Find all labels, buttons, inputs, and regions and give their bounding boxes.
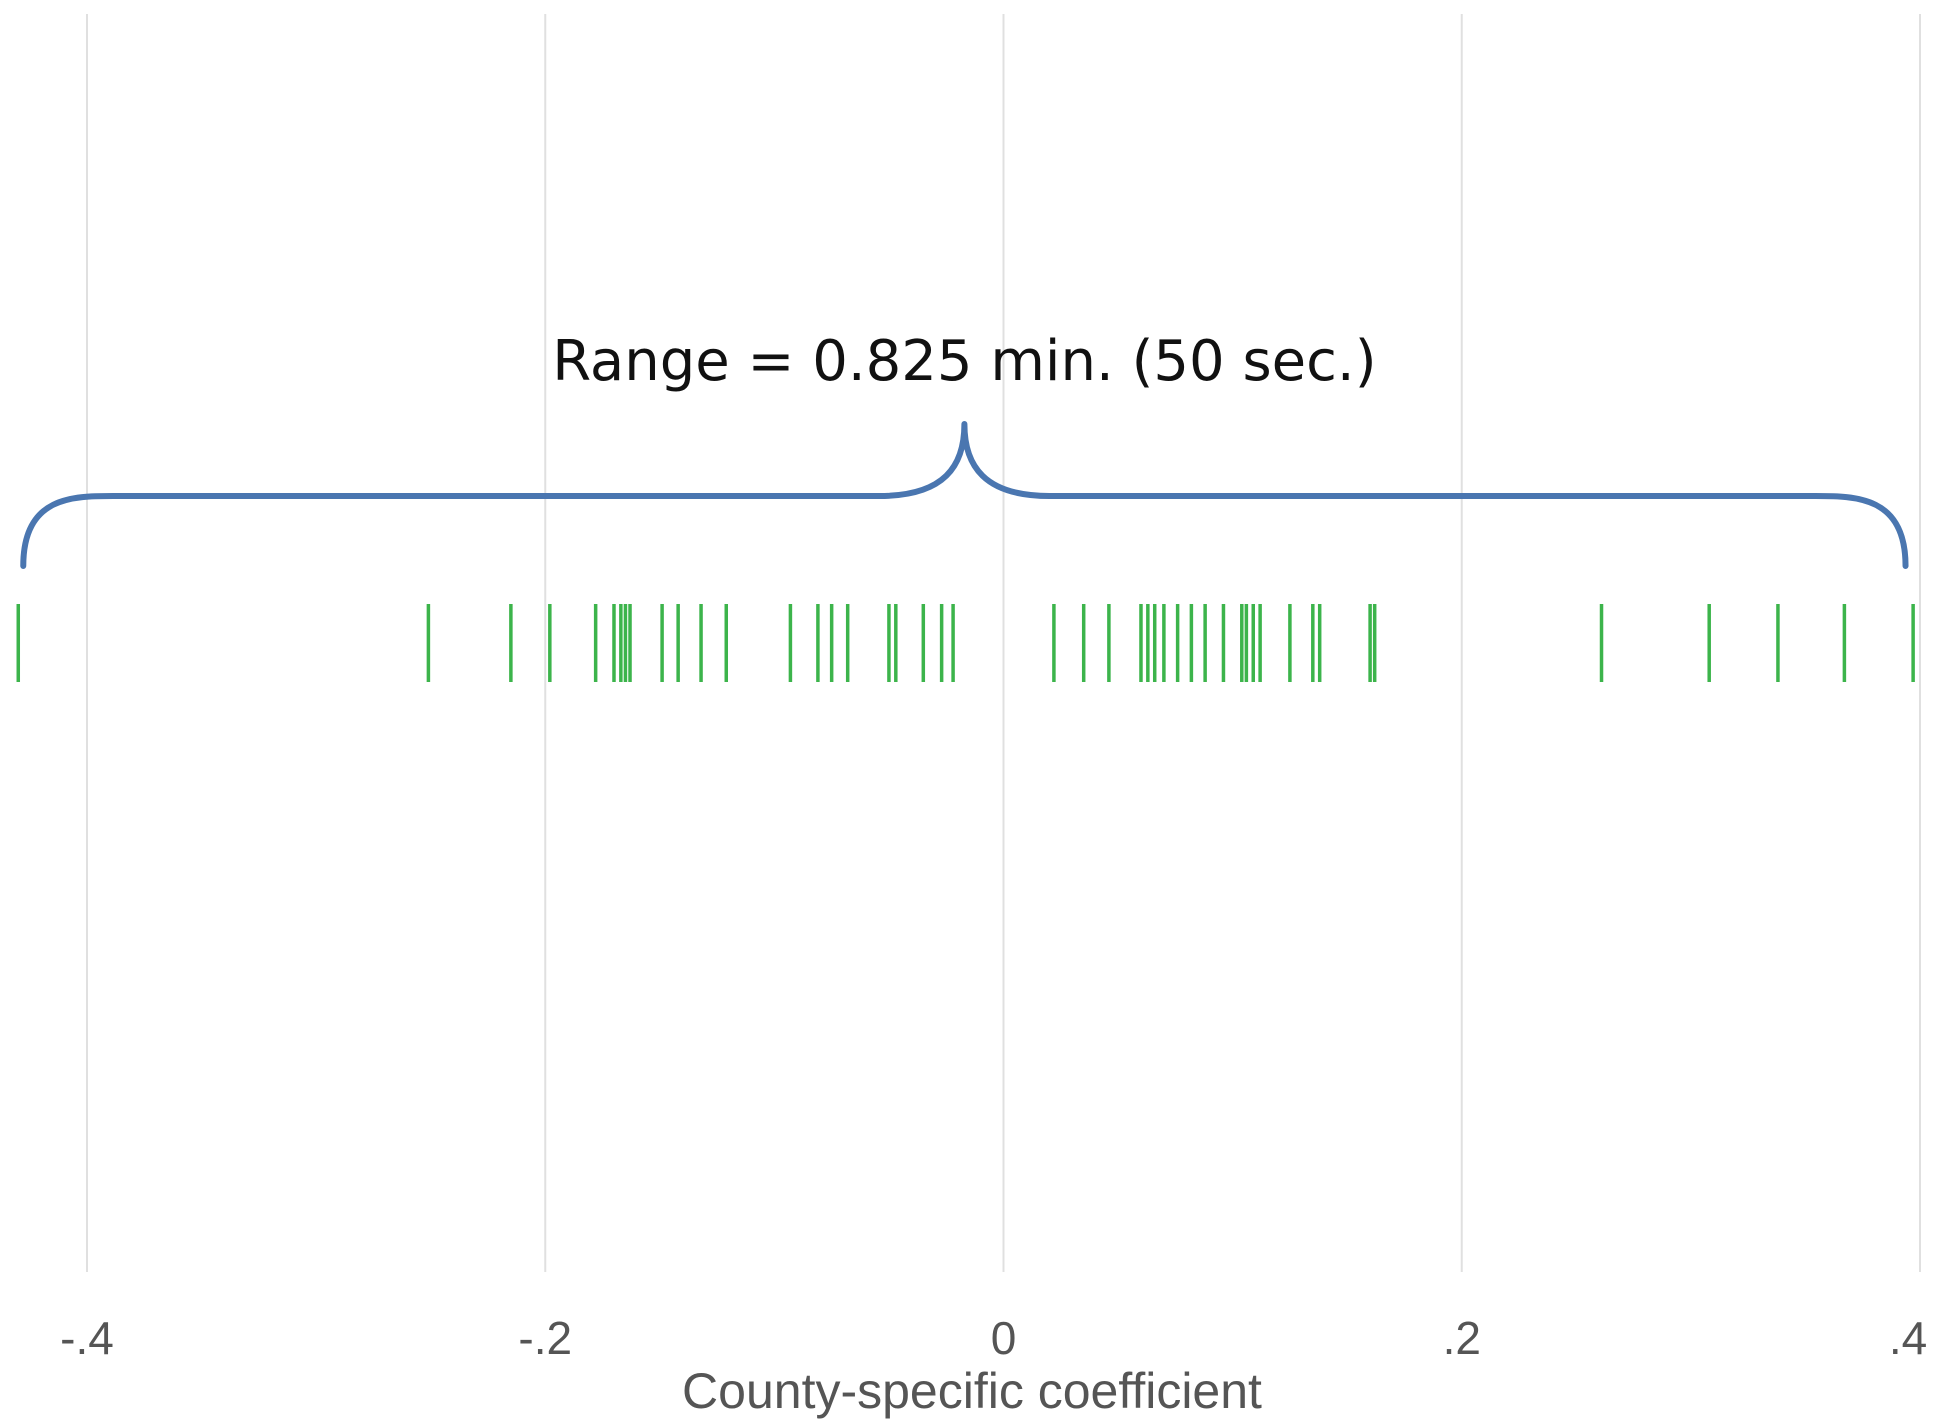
x-tick-label: 0 bbox=[991, 1312, 1017, 1364]
range-annotation: Range = 0.825 min. (50 sec.) bbox=[20, 329, 1909, 569]
grid-lines bbox=[86, 14, 1921, 1272]
rug-marks bbox=[16, 604, 1915, 682]
x-tick-label: .4 bbox=[1889, 1312, 1927, 1364]
range-annotation-text: Range = 0.825 min. (50 sec.) bbox=[552, 329, 1376, 394]
range-brace bbox=[20, 421, 1909, 569]
x-axis-label: County-specific coefficient bbox=[682, 1363, 1262, 1419]
x-tick-label: -.4 bbox=[60, 1312, 114, 1364]
x-tick-label: -.2 bbox=[518, 1312, 572, 1364]
x-tick-labels: -.4 -.2 0 .2 .4 bbox=[60, 1312, 1927, 1364]
x-tick-label: .2 bbox=[1443, 1312, 1481, 1364]
